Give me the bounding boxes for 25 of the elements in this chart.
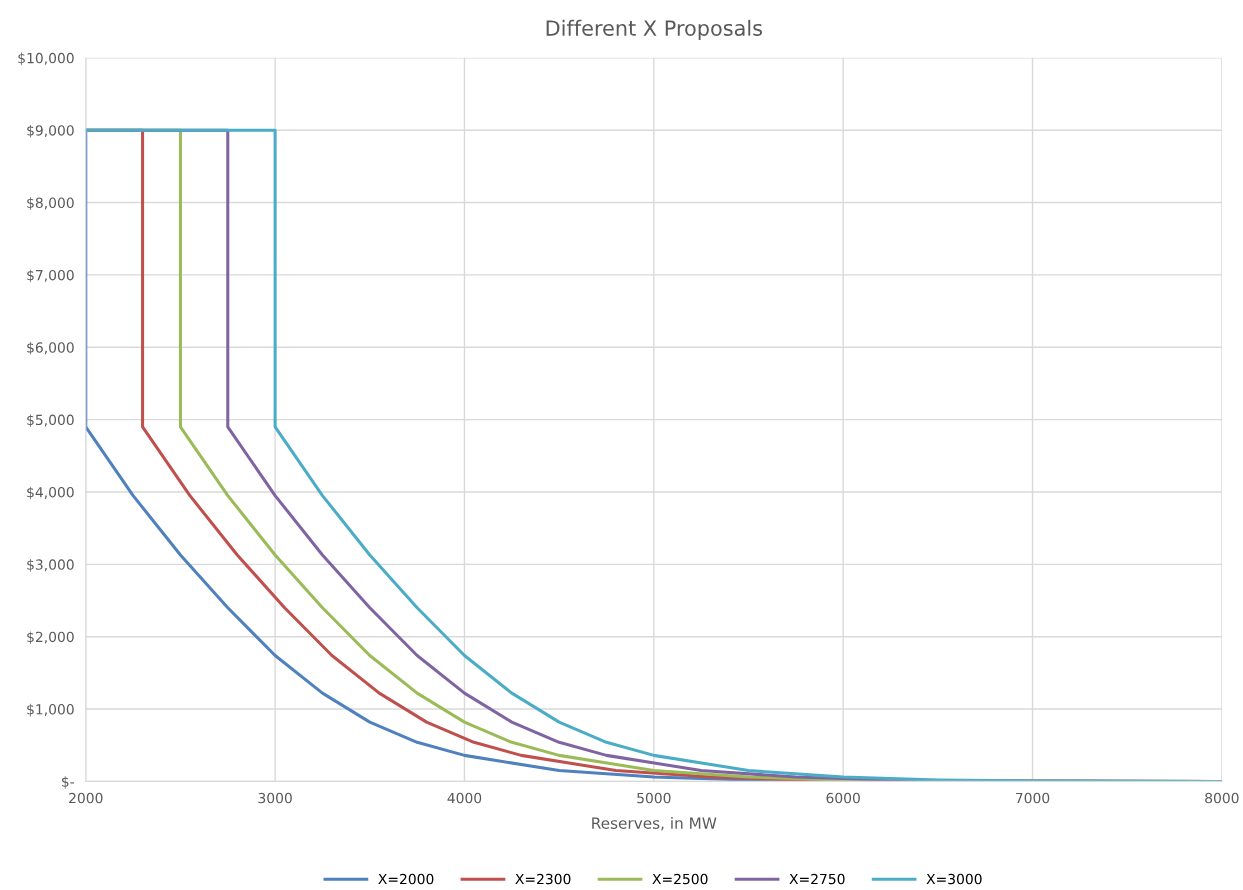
legend-label: X=3000: [926, 873, 982, 885]
legend-label: X=2300: [515, 873, 571, 885]
legend-label: X=2000: [378, 873, 434, 885]
x-tick-label: 2000: [69, 792, 103, 804]
chart-title: Different X Proposals: [546, 19, 762, 40]
y-tick-label: $5,000: [27, 414, 74, 427]
y-tick-label: $10,000: [18, 52, 74, 66]
x-tick-label: 6000: [826, 792, 860, 804]
x-tick-label: 7000: [1015, 792, 1050, 804]
y-tick-label: $-: [61, 776, 74, 789]
y-tick-label: $8,000: [27, 197, 74, 210]
y-tick-label: $2,000: [27, 631, 74, 645]
legend-label: X=2750: [789, 873, 845, 885]
x-tick-label: 8000: [1205, 792, 1239, 804]
y-tick-label: $9,000: [27, 124, 74, 138]
y-tick-label: $6,000: [27, 342, 74, 355]
legend-label: X=2500: [652, 873, 708, 885]
x-tick-label: 3000: [258, 792, 292, 804]
y-tick-label: $4,000: [27, 486, 74, 500]
y-tick-label: $3,000: [27, 559, 74, 572]
y-tick-label: $7,000: [27, 269, 74, 283]
x-tick-label: 5000: [637, 792, 671, 804]
y-tick-label: $1,000: [27, 703, 74, 717]
x-tick-label: 4000: [447, 792, 482, 804]
x-axis-title: Reserves, in MW: [592, 817, 717, 831]
